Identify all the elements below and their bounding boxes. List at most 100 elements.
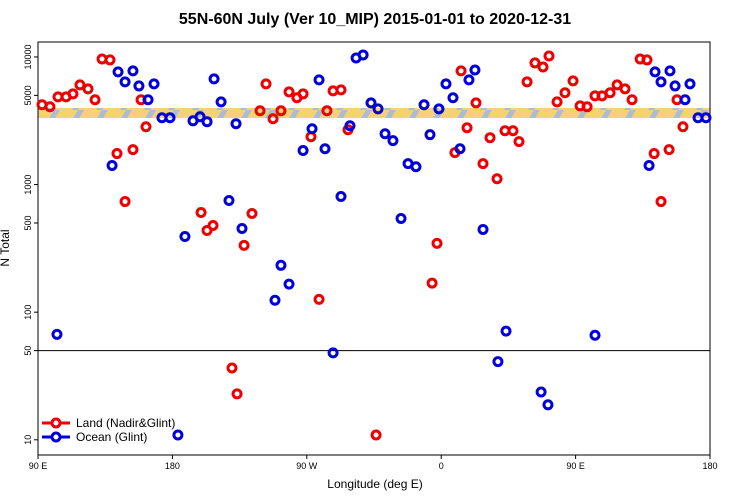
point — [370, 429, 382, 441]
point — [500, 325, 512, 337]
point — [82, 83, 94, 95]
point — [207, 219, 219, 231]
point — [649, 66, 661, 78]
point — [112, 66, 124, 78]
y-tick-label: 1000 — [23, 175, 33, 195]
point — [208, 73, 220, 85]
point — [684, 78, 696, 90]
legend-label: Land (Nadir&Glint) — [76, 416, 175, 430]
point — [51, 328, 63, 340]
point — [254, 105, 266, 117]
point — [507, 125, 519, 137]
point — [543, 50, 555, 62]
point — [604, 87, 616, 99]
point — [535, 386, 547, 398]
point — [567, 75, 579, 87]
legend-marker — [50, 431, 62, 443]
point — [581, 101, 593, 113]
point — [669, 80, 681, 92]
point — [379, 128, 391, 140]
point — [365, 97, 377, 109]
point — [440, 78, 452, 90]
point — [297, 88, 309, 100]
point — [463, 74, 475, 86]
point — [447, 92, 459, 104]
point — [648, 148, 660, 160]
point — [484, 132, 496, 144]
y-tick-label: 500 — [23, 215, 33, 230]
point — [335, 191, 347, 203]
point — [387, 135, 399, 147]
point — [372, 103, 384, 115]
point — [424, 129, 436, 141]
point — [619, 83, 631, 95]
point — [357, 49, 369, 61]
y-tick-label: 5000 — [23, 85, 33, 105]
point — [470, 97, 482, 109]
point — [626, 94, 638, 106]
y-axis-label: N Total — [0, 229, 12, 266]
point — [542, 399, 554, 411]
point — [611, 79, 623, 91]
point — [74, 79, 86, 91]
y-tick-label: 50 — [23, 346, 33, 356]
point — [194, 111, 206, 123]
point — [275, 105, 287, 117]
point — [195, 207, 207, 219]
point — [461, 122, 473, 134]
point — [164, 112, 176, 124]
point — [119, 76, 131, 88]
point — [238, 239, 250, 251]
point — [283, 86, 295, 98]
point — [127, 144, 139, 156]
point — [111, 148, 123, 160]
point — [641, 54, 653, 66]
x-tick-label: 180 — [702, 461, 717, 471]
point — [44, 101, 56, 113]
point — [327, 347, 339, 359]
plot-frame — [37, 41, 711, 456]
point — [104, 54, 116, 66]
point — [231, 388, 243, 400]
point — [551, 96, 563, 108]
point — [106, 160, 118, 172]
point — [236, 222, 248, 234]
point — [306, 123, 318, 135]
x-tick-label: 90 W — [296, 461, 318, 471]
point — [215, 96, 227, 108]
point — [677, 121, 689, 133]
point — [172, 429, 184, 441]
x-tick-label: 0 — [439, 461, 444, 471]
point — [418, 99, 430, 111]
point — [313, 293, 325, 305]
point — [433, 103, 445, 115]
point — [700, 112, 712, 124]
point — [426, 277, 438, 289]
point — [589, 329, 601, 341]
point — [201, 116, 213, 128]
point — [230, 118, 242, 130]
point — [179, 230, 191, 242]
point — [469, 64, 481, 76]
point — [246, 208, 258, 220]
point — [559, 87, 571, 99]
x-tick-label: 90 E — [566, 461, 585, 471]
point — [127, 65, 139, 77]
point — [410, 161, 422, 173]
x-tick-label: 180 — [165, 461, 180, 471]
x-tick-label: 90 E — [29, 461, 48, 471]
point — [313, 74, 325, 86]
point — [223, 195, 235, 207]
point — [537, 61, 549, 73]
point — [655, 196, 667, 208]
point — [260, 78, 272, 90]
legend-label: Ocean (Glint) — [76, 430, 147, 444]
point — [431, 237, 443, 249]
point — [643, 160, 655, 172]
y-tick-label: 10 — [23, 435, 33, 445]
point — [321, 105, 333, 117]
point — [133, 80, 145, 92]
point — [226, 362, 238, 374]
point — [679, 94, 691, 106]
